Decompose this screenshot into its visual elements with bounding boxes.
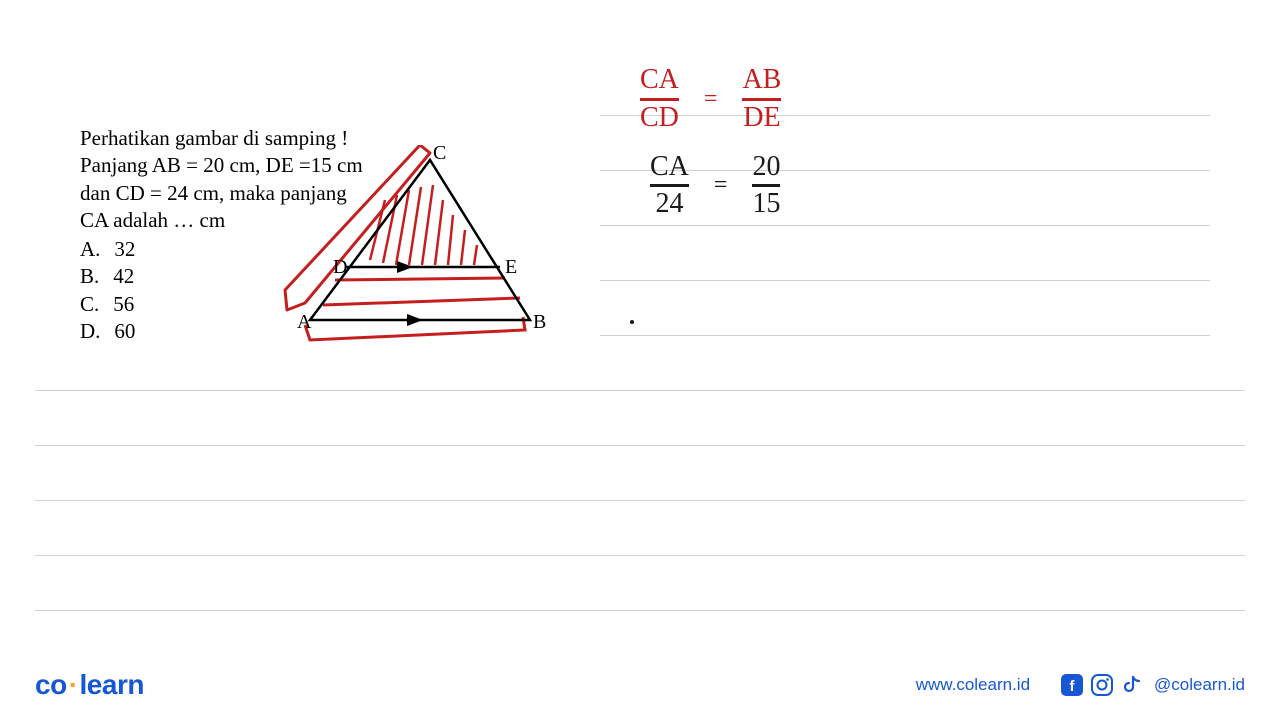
svg-text:B: B	[533, 311, 546, 333]
frac-den: CD	[640, 103, 679, 134]
svg-text:A: A	[297, 311, 312, 333]
frac-line	[752, 184, 780, 187]
frac-den: 15	[752, 189, 780, 220]
ruled-line	[35, 445, 1245, 446]
frac-line	[650, 184, 689, 187]
frac-line	[742, 98, 781, 101]
option-value: 42	[113, 263, 134, 290]
footer: co·learn www.colearn.id f @colearn.id	[0, 650, 1280, 720]
svg-text:E: E	[505, 256, 517, 278]
frac-num: AB	[742, 65, 781, 96]
frac-num: CA	[640, 65, 679, 96]
handwriting-row-2: CA 24 = 20 15	[650, 152, 1110, 221]
option-letter: A.	[80, 236, 100, 263]
frac-line	[640, 98, 679, 101]
logo-co: co	[35, 669, 67, 700]
option-value: 32	[114, 236, 135, 263]
handwriting-row-1: CA CD = AB DE	[640, 65, 1110, 134]
svg-text:C: C	[433, 145, 446, 164]
triangle-diagram: C D E A B	[275, 145, 555, 355]
option-value: 56	[113, 291, 134, 318]
fraction-20-15: 20 15	[752, 152, 780, 221]
tiktok-icon[interactable]	[1120, 673, 1144, 697]
ruled-line	[600, 335, 1210, 336]
ruled-line	[35, 610, 1245, 611]
fraction-ca-cd: CA CD	[640, 65, 679, 134]
option-letter: D.	[80, 318, 100, 345]
frac-num: 20	[752, 152, 780, 183]
ruled-line	[35, 500, 1245, 501]
social-icons: f @colearn.id	[1060, 673, 1245, 697]
equals-sign: =	[714, 172, 728, 199]
handwriting-area: CA CD = AB DE CA 24 = 20 15	[610, 65, 1110, 315]
content-area: Perhatikan gambar di samping ! Panjang A…	[0, 0, 1280, 640]
dot-mark	[630, 320, 634, 324]
ruled-line	[35, 555, 1245, 556]
logo-learn: learn	[80, 669, 144, 700]
fraction-ab-de: AB DE	[742, 65, 781, 134]
svg-text:D: D	[333, 256, 347, 278]
ruled-line	[35, 390, 1245, 391]
fraction-ca-24: CA 24	[650, 152, 689, 221]
option-letter: B.	[80, 263, 99, 290]
instagram-icon[interactable]	[1090, 673, 1114, 697]
frac-den: 24	[655, 189, 683, 220]
facebook-icon[interactable]: f	[1060, 673, 1084, 697]
option-value: 60	[114, 318, 135, 345]
frac-num: CA	[650, 152, 689, 183]
equals-sign: =	[704, 86, 718, 113]
logo-dot-icon: ·	[69, 669, 78, 700]
footer-url[interactable]: www.colearn.id	[916, 675, 1030, 695]
option-letter: C.	[80, 291, 99, 318]
logo: co·learn	[35, 669, 144, 701]
social-handle[interactable]: @colearn.id	[1154, 675, 1245, 695]
frac-den: DE	[743, 103, 780, 134]
